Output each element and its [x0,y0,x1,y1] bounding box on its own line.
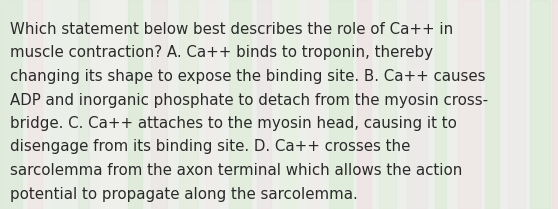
Bar [50,0,70,209]
Text: sarcolemma from the axon terminal which allows the action: sarcolemma from the axon terminal which … [10,163,463,178]
Bar [485,0,499,209]
Text: bridge. C. Ca++ attaches to the myosin head, causing it to: bridge. C. Ca++ attaches to the myosin h… [10,116,457,131]
Bar [128,0,142,209]
Bar [530,0,550,209]
Bar [552,0,558,209]
Bar [357,0,371,209]
Text: muscle contraction? A. Ca++ binds to troponin, thereby: muscle contraction? A. Ca++ binds to tro… [10,46,433,60]
Bar [379,0,396,209]
Bar [229,0,251,209]
Bar [435,0,446,209]
Bar [78,0,89,209]
Bar [206,0,218,209]
Bar [28,0,42,209]
Bar [179,0,198,209]
Bar [0,0,22,209]
Bar [329,0,352,209]
Text: ADP and inorganic phosphate to detach from the myosin cross-: ADP and inorganic phosphate to detach fr… [10,93,488,107]
Text: Which statement below best describes the role of Ca++ in: Which statement below best describes the… [10,22,453,37]
Bar [279,0,299,209]
Bar [307,0,318,209]
Bar [100,0,123,209]
Bar [407,0,427,209]
Bar [151,0,167,209]
Bar [257,0,271,209]
Bar [508,0,525,209]
Text: potential to propagate along the sarcolemma.: potential to propagate along the sarcole… [10,186,358,201]
Text: disengage from its binding site. D. Ca++ crosses the: disengage from its binding site. D. Ca++… [10,139,410,154]
Text: changing its shape to expose the binding site. B. Ca++ causes: changing its shape to expose the binding… [10,69,485,84]
Bar [458,0,480,209]
